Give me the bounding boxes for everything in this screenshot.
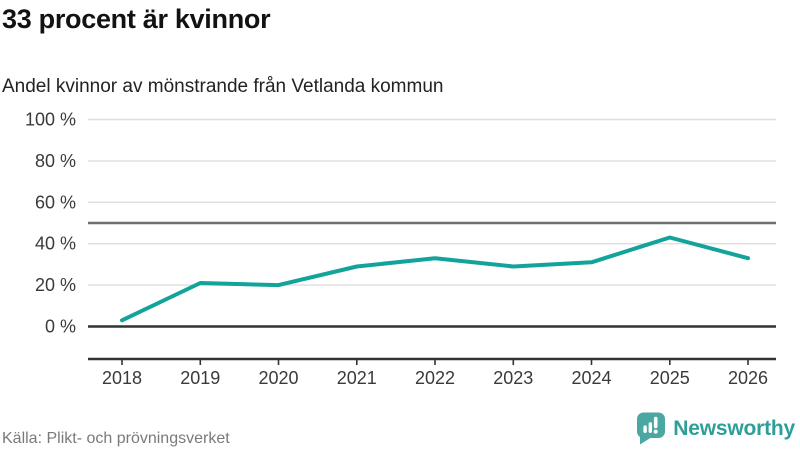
- x-axis-tick-label: 2018: [102, 368, 142, 388]
- x-axis-tick-label: 2021: [337, 368, 377, 388]
- y-axis-tick-label: 40 %: [35, 234, 76, 254]
- brand-wordmark: Newsworthy: [673, 416, 795, 440]
- y-axis-tick-label: 0 %: [45, 317, 76, 337]
- brand-logo: Newsworthy: [636, 412, 795, 445]
- y-axis-tick-label: 60 %: [35, 192, 76, 212]
- chart-subtitle: Andel kvinnor av mönstrande från Vetland…: [2, 76, 444, 97]
- mini-bar-chart-glyph: [643, 416, 658, 434]
- x-axis-tick-label: 2019: [180, 368, 220, 388]
- x-axis-tick-label: 2024: [571, 368, 611, 388]
- x-axis-tick-label: 2023: [493, 368, 533, 388]
- source-attribution: Källa: Plikt- och prövningsverket: [2, 430, 230, 447]
- y-axis-tick-label: 20 %: [35, 275, 76, 295]
- y-axis-tick-label: 100 %: [25, 110, 76, 130]
- newsworthy-speech-bubble-chart-icon: [637, 412, 666, 445]
- y-axis-tick-label: 80 %: [35, 151, 76, 171]
- x-axis-tick-label: 2025: [650, 368, 690, 388]
- x-axis-tick-label: 2020: [258, 368, 298, 388]
- series-line-andel-kvinnor: [120, 235, 750, 323]
- x-axis-tick-label: 2026: [728, 368, 768, 388]
- page-title: 33 procent är kvinnor: [2, 4, 271, 34]
- x-axis-tick-label: 2022: [415, 368, 455, 388]
